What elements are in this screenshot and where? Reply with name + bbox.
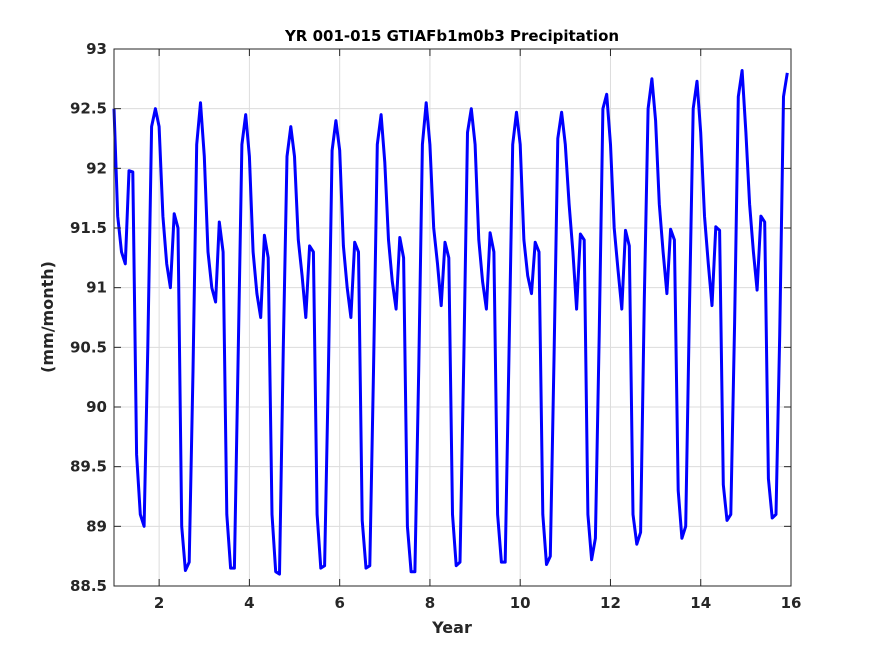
y-tick-label: 91: [86, 279, 107, 297]
chart-title: YR 001-015 GTIAFb1m0b3 Precipitation: [284, 27, 619, 45]
x-tick-label: 12: [600, 594, 621, 612]
x-tick-label: 8: [425, 594, 435, 612]
tick-marks: [114, 48, 792, 587]
y-tick-labels: 88.5 89 89.5 90 90.5 91 91.5 92 92.5 93: [70, 40, 107, 595]
y-tick-label: 88.5: [70, 577, 107, 595]
x-tick-label: 14: [690, 594, 711, 612]
y-tick-label: 92.5: [70, 100, 107, 118]
plot-frame: [113, 48, 792, 587]
y-tick-label: 92: [86, 159, 107, 177]
y-tick-label: 89: [86, 517, 107, 535]
y-tick-label: 91.5: [70, 219, 107, 237]
series-layer: [112, 69, 789, 576]
x-tick-label: 2: [154, 594, 164, 612]
y-tick-label: 90: [86, 398, 107, 416]
x-tick-labels: 2 4 6 8 10 12 14 16: [154, 594, 802, 612]
y-tick-label: 93: [86, 40, 107, 58]
x-tick-label: 16: [781, 594, 802, 612]
y-tick-label: 89.5: [70, 458, 107, 476]
x-tick-label: 4: [244, 594, 254, 612]
x-tick-label: 6: [334, 594, 344, 612]
y-axis-label: (mm/month): [38, 261, 57, 373]
x-axis-label: Year: [431, 618, 472, 637]
y-tick-label: 90.5: [70, 338, 107, 356]
x-tick-label: 10: [510, 594, 531, 612]
series-line: [112, 69, 789, 576]
